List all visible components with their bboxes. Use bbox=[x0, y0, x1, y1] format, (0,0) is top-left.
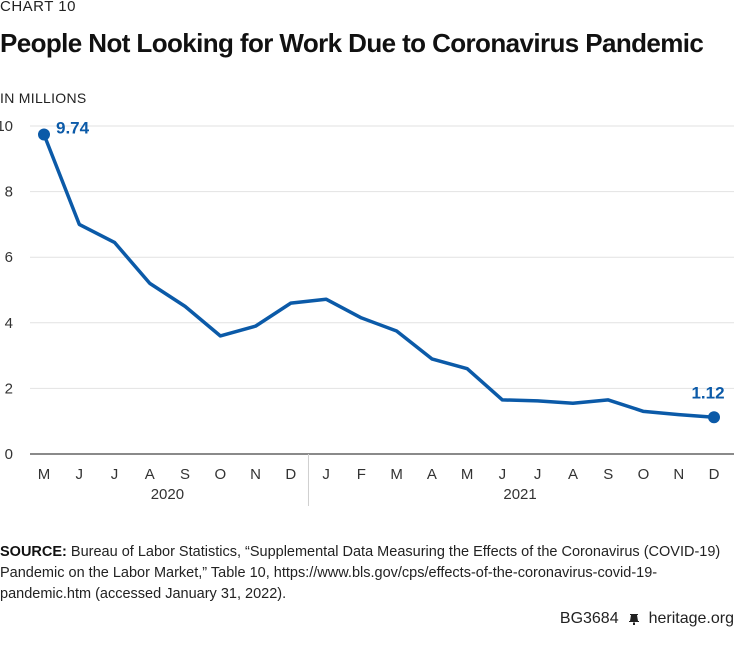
data-labels: 9.74 1.12 bbox=[56, 119, 725, 403]
x-tick-label: M bbox=[38, 466, 51, 483]
unit-label: IN MILLIONS bbox=[0, 90, 87, 106]
grid-lines bbox=[30, 125, 734, 506]
footer-site: heritage.org bbox=[648, 610, 734, 627]
source-text: Bureau of Labor Statistics, “Supplementa… bbox=[0, 544, 721, 602]
line-chart: 0 2 4 6 8 10 M J J A S O N D J F M A M J J A S O N D 2020 2021 9.… bbox=[0, 118, 734, 506]
footer-code: BG3684 bbox=[559, 610, 619, 627]
x-tick-label: A bbox=[427, 466, 437, 483]
source-note: SOURCE: Bureau of Labor Statistics, “Sup… bbox=[0, 542, 730, 605]
y-tick-label: 2 bbox=[5, 380, 13, 397]
x-tick-label: J bbox=[499, 466, 507, 483]
series-line bbox=[42, 132, 716, 420]
x-tick-label: A bbox=[145, 466, 155, 483]
x-tick-label: D bbox=[285, 466, 296, 483]
liberty-bell-icon bbox=[628, 614, 639, 625]
y-tick-label: 4 bbox=[5, 315, 13, 332]
data-point-marker bbox=[38, 128, 50, 141]
x-tick-label: M bbox=[390, 466, 403, 483]
footer: BG3684 heritage.org bbox=[560, 610, 734, 628]
y-tick-label: 8 bbox=[5, 184, 13, 201]
chart-number: CHART 10 bbox=[0, 0, 76, 15]
x-tick-label: D bbox=[709, 466, 720, 483]
x-tick-label: J bbox=[76, 466, 84, 483]
x-tick-label: O bbox=[214, 466, 226, 483]
y-tick-label: 0 bbox=[5, 446, 13, 463]
data-point-marker bbox=[708, 411, 720, 424]
x-tick-label: N bbox=[250, 466, 261, 483]
series-line-path bbox=[42, 132, 716, 420]
source-label: SOURCE: bbox=[0, 544, 67, 560]
x-tick-label: J bbox=[111, 466, 119, 483]
x-tick-label: M bbox=[461, 466, 474, 483]
y-tick-label: 10 bbox=[0, 118, 13, 135]
x-tick-label: J bbox=[322, 466, 330, 483]
x-tick-label: S bbox=[603, 466, 613, 483]
x-tick-label: J bbox=[534, 466, 542, 483]
data-label: 1.12 bbox=[691, 383, 724, 402]
x-tick-label: N bbox=[673, 466, 684, 483]
data-points bbox=[38, 128, 720, 424]
y-tick-labels: 0 2 4 6 8 10 bbox=[0, 118, 13, 463]
y-tick-label: 6 bbox=[5, 249, 13, 266]
x-tick-label: F bbox=[357, 466, 366, 483]
x-tick-label: S bbox=[180, 466, 190, 483]
year-label: 2020 bbox=[151, 486, 184, 503]
chart-title: People Not Looking for Work Due to Coron… bbox=[0, 28, 704, 58]
year-label: 2021 bbox=[503, 486, 536, 503]
x-tick-label: A bbox=[568, 466, 578, 483]
year-labels: 2020 2021 bbox=[151, 486, 537, 503]
data-label: 9.74 bbox=[56, 119, 90, 138]
x-tick-label: O bbox=[638, 466, 650, 483]
